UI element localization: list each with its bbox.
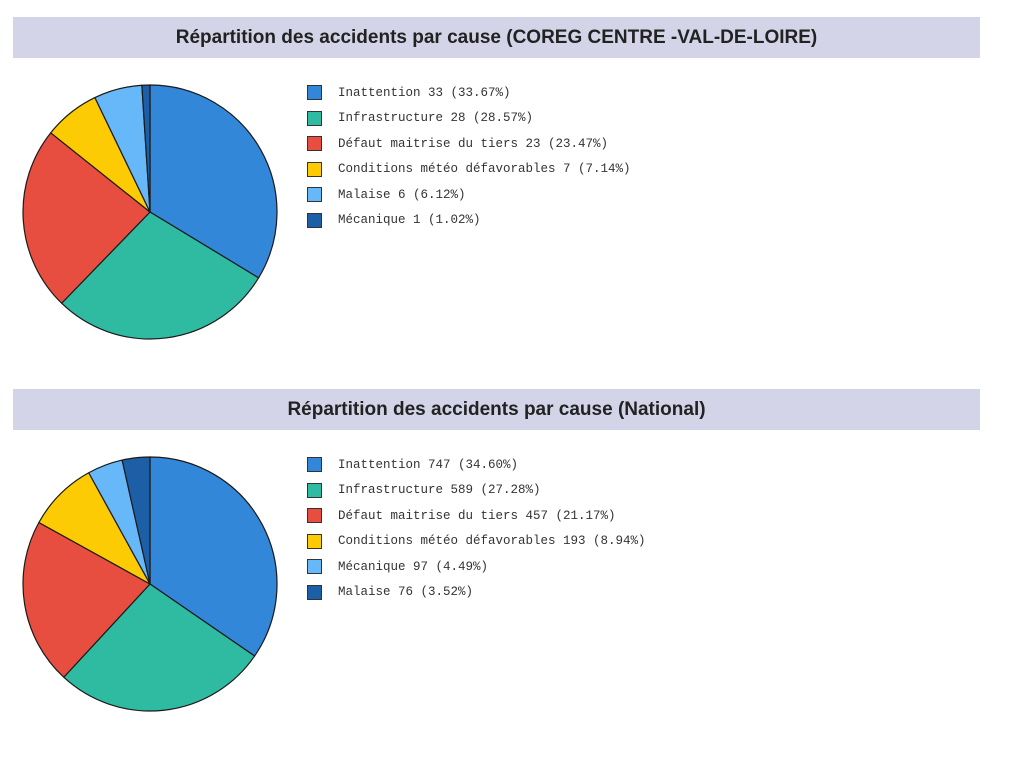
legend-item-infrastructure: Infrastructure 589 (27.28%): [307, 478, 646, 504]
legend-swatch: [307, 584, 322, 600]
legend-label: Inattention 747 (34.60%): [338, 457, 519, 472]
chart-panel-national: Répartition des accidents par cause (Nat…: [0, 372, 1024, 744]
pie-slice-inattention: [149, 84, 278, 279]
legend-label: Malaise 76 (3.52%): [338, 585, 474, 600]
pie-chart-regional: [22, 84, 278, 340]
legend-item-conditions-meteo-defavorables: Conditions météo défavorables 7 (7.14%): [307, 157, 631, 183]
legend-item-conditions-meteo-defavorables: Conditions météo défavorables 193 (8.94%…: [307, 529, 646, 555]
legend-swatch: [307, 559, 322, 575]
legend-swatch: [307, 482, 322, 498]
legend-label: Conditions météo défavorables 7 (7.14%): [338, 162, 631, 177]
legend-item-mecanique: Mécanique 1 (1.02%): [307, 208, 631, 234]
chart-legend: Inattention 33 (33.67%) Infrastructure 28…: [307, 80, 631, 233]
pie-slice-infrastructure: [63, 583, 256, 712]
legend-swatch: [307, 187, 322, 203]
legend-label: Inattention 33 (33.67%): [338, 85, 511, 100]
pie-chart-national: [22, 456, 278, 712]
pie-slice-infrastructure: [61, 211, 260, 340]
legend-item-inattention: Inattention 747 (34.60%): [307, 452, 646, 478]
legend-item-infrastructure: Infrastructure 28 (28.57%): [307, 106, 631, 132]
legend-swatch: [307, 212, 322, 228]
chart-title-bar: Répartition des accidents par cause (Nat…: [13, 389, 980, 430]
chart-title: Répartition des accidents par cause (COR…: [175, 26, 818, 48]
pie-slice-defaut-maitrise-du-tiers: [22, 521, 151, 678]
legend-swatch: [307, 457, 322, 473]
legend-item-inattention: Inattention 33 (33.67%): [307, 80, 631, 106]
legend-label: Malaise 6 (6.12%): [338, 187, 466, 202]
legend-swatch: [307, 508, 322, 524]
chart-title: Répartition des accidents par cause (Nat…: [287, 398, 706, 420]
chart-title-bar: Répartition des accidents par cause (COR…: [13, 17, 980, 58]
legend-item-defaut-maitrise-du-tiers: Défaut maitrise du tiers 23 (23.47%): [307, 131, 631, 157]
legend-item-malaise: Malaise 76 (3.52%): [307, 580, 646, 606]
pie-slice-malaise: [121, 456, 151, 585]
pie-slice-inattention: [149, 456, 278, 657]
chart-panel-regional: Répartition des accidents par cause (COR…: [0, 0, 1024, 372]
legend-label: Défaut maitrise du tiers 23 (23.47%): [338, 136, 609, 151]
legend-item-defaut-maitrise-du-tiers: Défaut maitrise du tiers 457 (21.17%): [307, 503, 646, 529]
legend-swatch: [307, 533, 322, 549]
legend-swatch: [307, 110, 322, 126]
legend-swatch: [307, 85, 322, 101]
legend-label: Mécanique 97 (4.49%): [338, 559, 489, 574]
legend-label: Conditions météo défavorables 193 (8.94%…: [338, 534, 646, 549]
legend-swatch: [307, 161, 322, 177]
legend-swatch: [307, 136, 322, 152]
legend-label: Défaut maitrise du tiers 457 (21.17%): [338, 508, 616, 523]
legend-label: Infrastructure 28 (28.57%): [338, 111, 534, 126]
chart-legend: Inattention 747 (34.60%) Infrastructure 5…: [307, 452, 646, 605]
legend-item-mecanique: Mécanique 97 (4.49%): [307, 554, 646, 580]
pie-slice-defaut-maitrise-du-tiers: [22, 132, 151, 304]
legend-label: Infrastructure 589 (27.28%): [338, 483, 541, 498]
legend-item-malaise: Malaise 6 (6.12%): [307, 182, 631, 208]
legend-label: Mécanique 1 (1.02%): [338, 213, 481, 228]
pie-slice-mecanique: [141, 84, 151, 213]
